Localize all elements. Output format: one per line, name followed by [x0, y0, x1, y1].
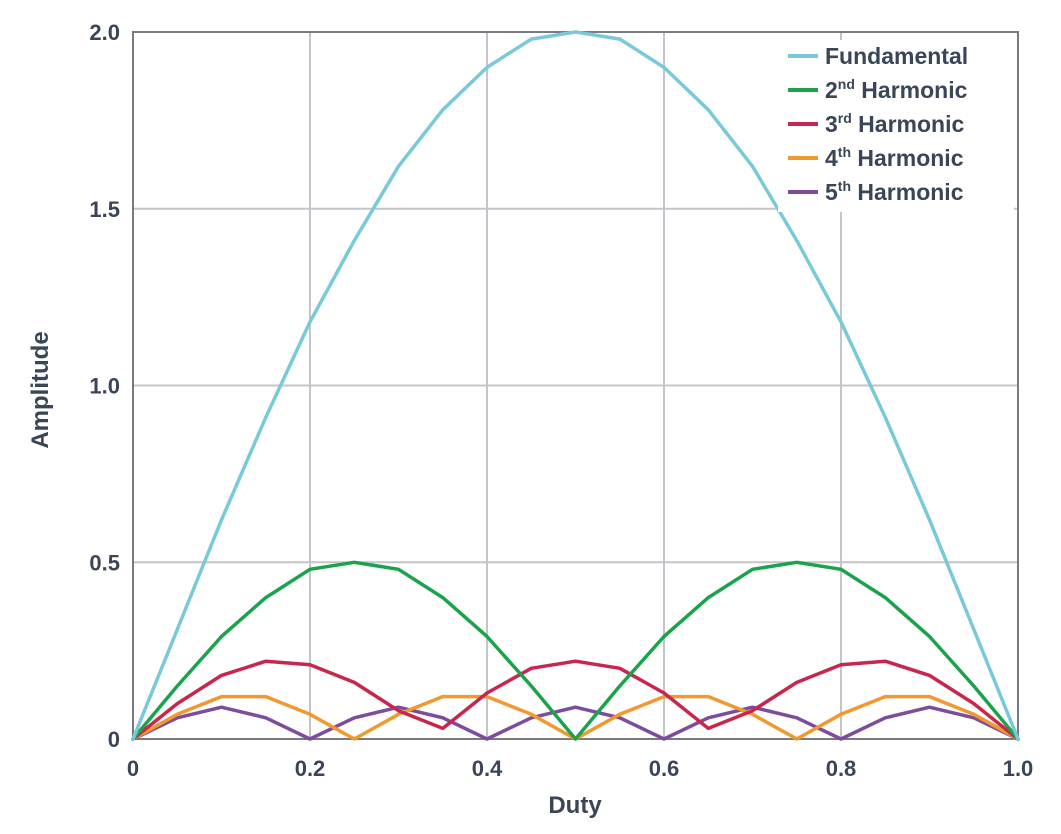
- series-line-1: [131, 30, 1020, 741]
- legend-label-main: 5: [825, 179, 838, 205]
- series-line-5: [131, 705, 1020, 741]
- series-line-2: [131, 560, 1020, 741]
- legend-label-rest: Harmonic: [851, 145, 964, 171]
- legend-label-main: Fundamental: [825, 43, 968, 69]
- series-line-3: [131, 659, 1020, 741]
- legend-label-main: 2: [825, 77, 838, 103]
- x-tick-label: 0.4: [472, 756, 503, 781]
- x-tick-label: 0.2: [295, 756, 326, 781]
- legend-entry-label: 3rd Harmonic: [825, 110, 964, 137]
- legend-entry-label: 2nd Harmonic: [825, 76, 968, 103]
- legend-label-main: 4: [825, 145, 838, 171]
- legend-label-sup: th: [838, 144, 851, 160]
- legend-label-rest: Harmonic: [852, 111, 965, 137]
- y-tick-label: 0.5: [89, 550, 120, 575]
- legend-label-sup: th: [838, 178, 851, 194]
- legend-label-sup: rd: [838, 110, 852, 126]
- legend-label-rest: Harmonic: [855, 77, 968, 103]
- y-axis-label: Amplitude: [27, 331, 54, 448]
- x-tick-label: 0: [127, 756, 139, 781]
- y-tick-label: 2.0: [89, 20, 120, 45]
- legend-entry-label: 4th Harmonic: [825, 144, 964, 171]
- legend-label-rest: Harmonic: [851, 179, 964, 205]
- legend-label-main: 3: [825, 111, 838, 137]
- series-group: [131, 30, 1020, 741]
- legend-label-sup: nd: [838, 76, 855, 92]
- legend-entry-label: Fundamental: [825, 43, 968, 69]
- x-axis-label: Duty: [548, 792, 602, 819]
- y-tick-label: 1.0: [89, 374, 120, 399]
- legend-entry-label: 5th Harmonic: [825, 178, 964, 205]
- y-tick-label: 0: [108, 727, 120, 752]
- x-tick-label: 0.8: [826, 756, 857, 781]
- x-tick-label: 1.0: [1003, 756, 1034, 781]
- tick-labels: 0 0.2 0.4 0.6 0.8 1.0 0 0.5 1.0 1.5 2.0: [89, 20, 1033, 781]
- x-tick-label: 0.6: [649, 756, 680, 781]
- y-tick-label: 1.5: [89, 197, 120, 222]
